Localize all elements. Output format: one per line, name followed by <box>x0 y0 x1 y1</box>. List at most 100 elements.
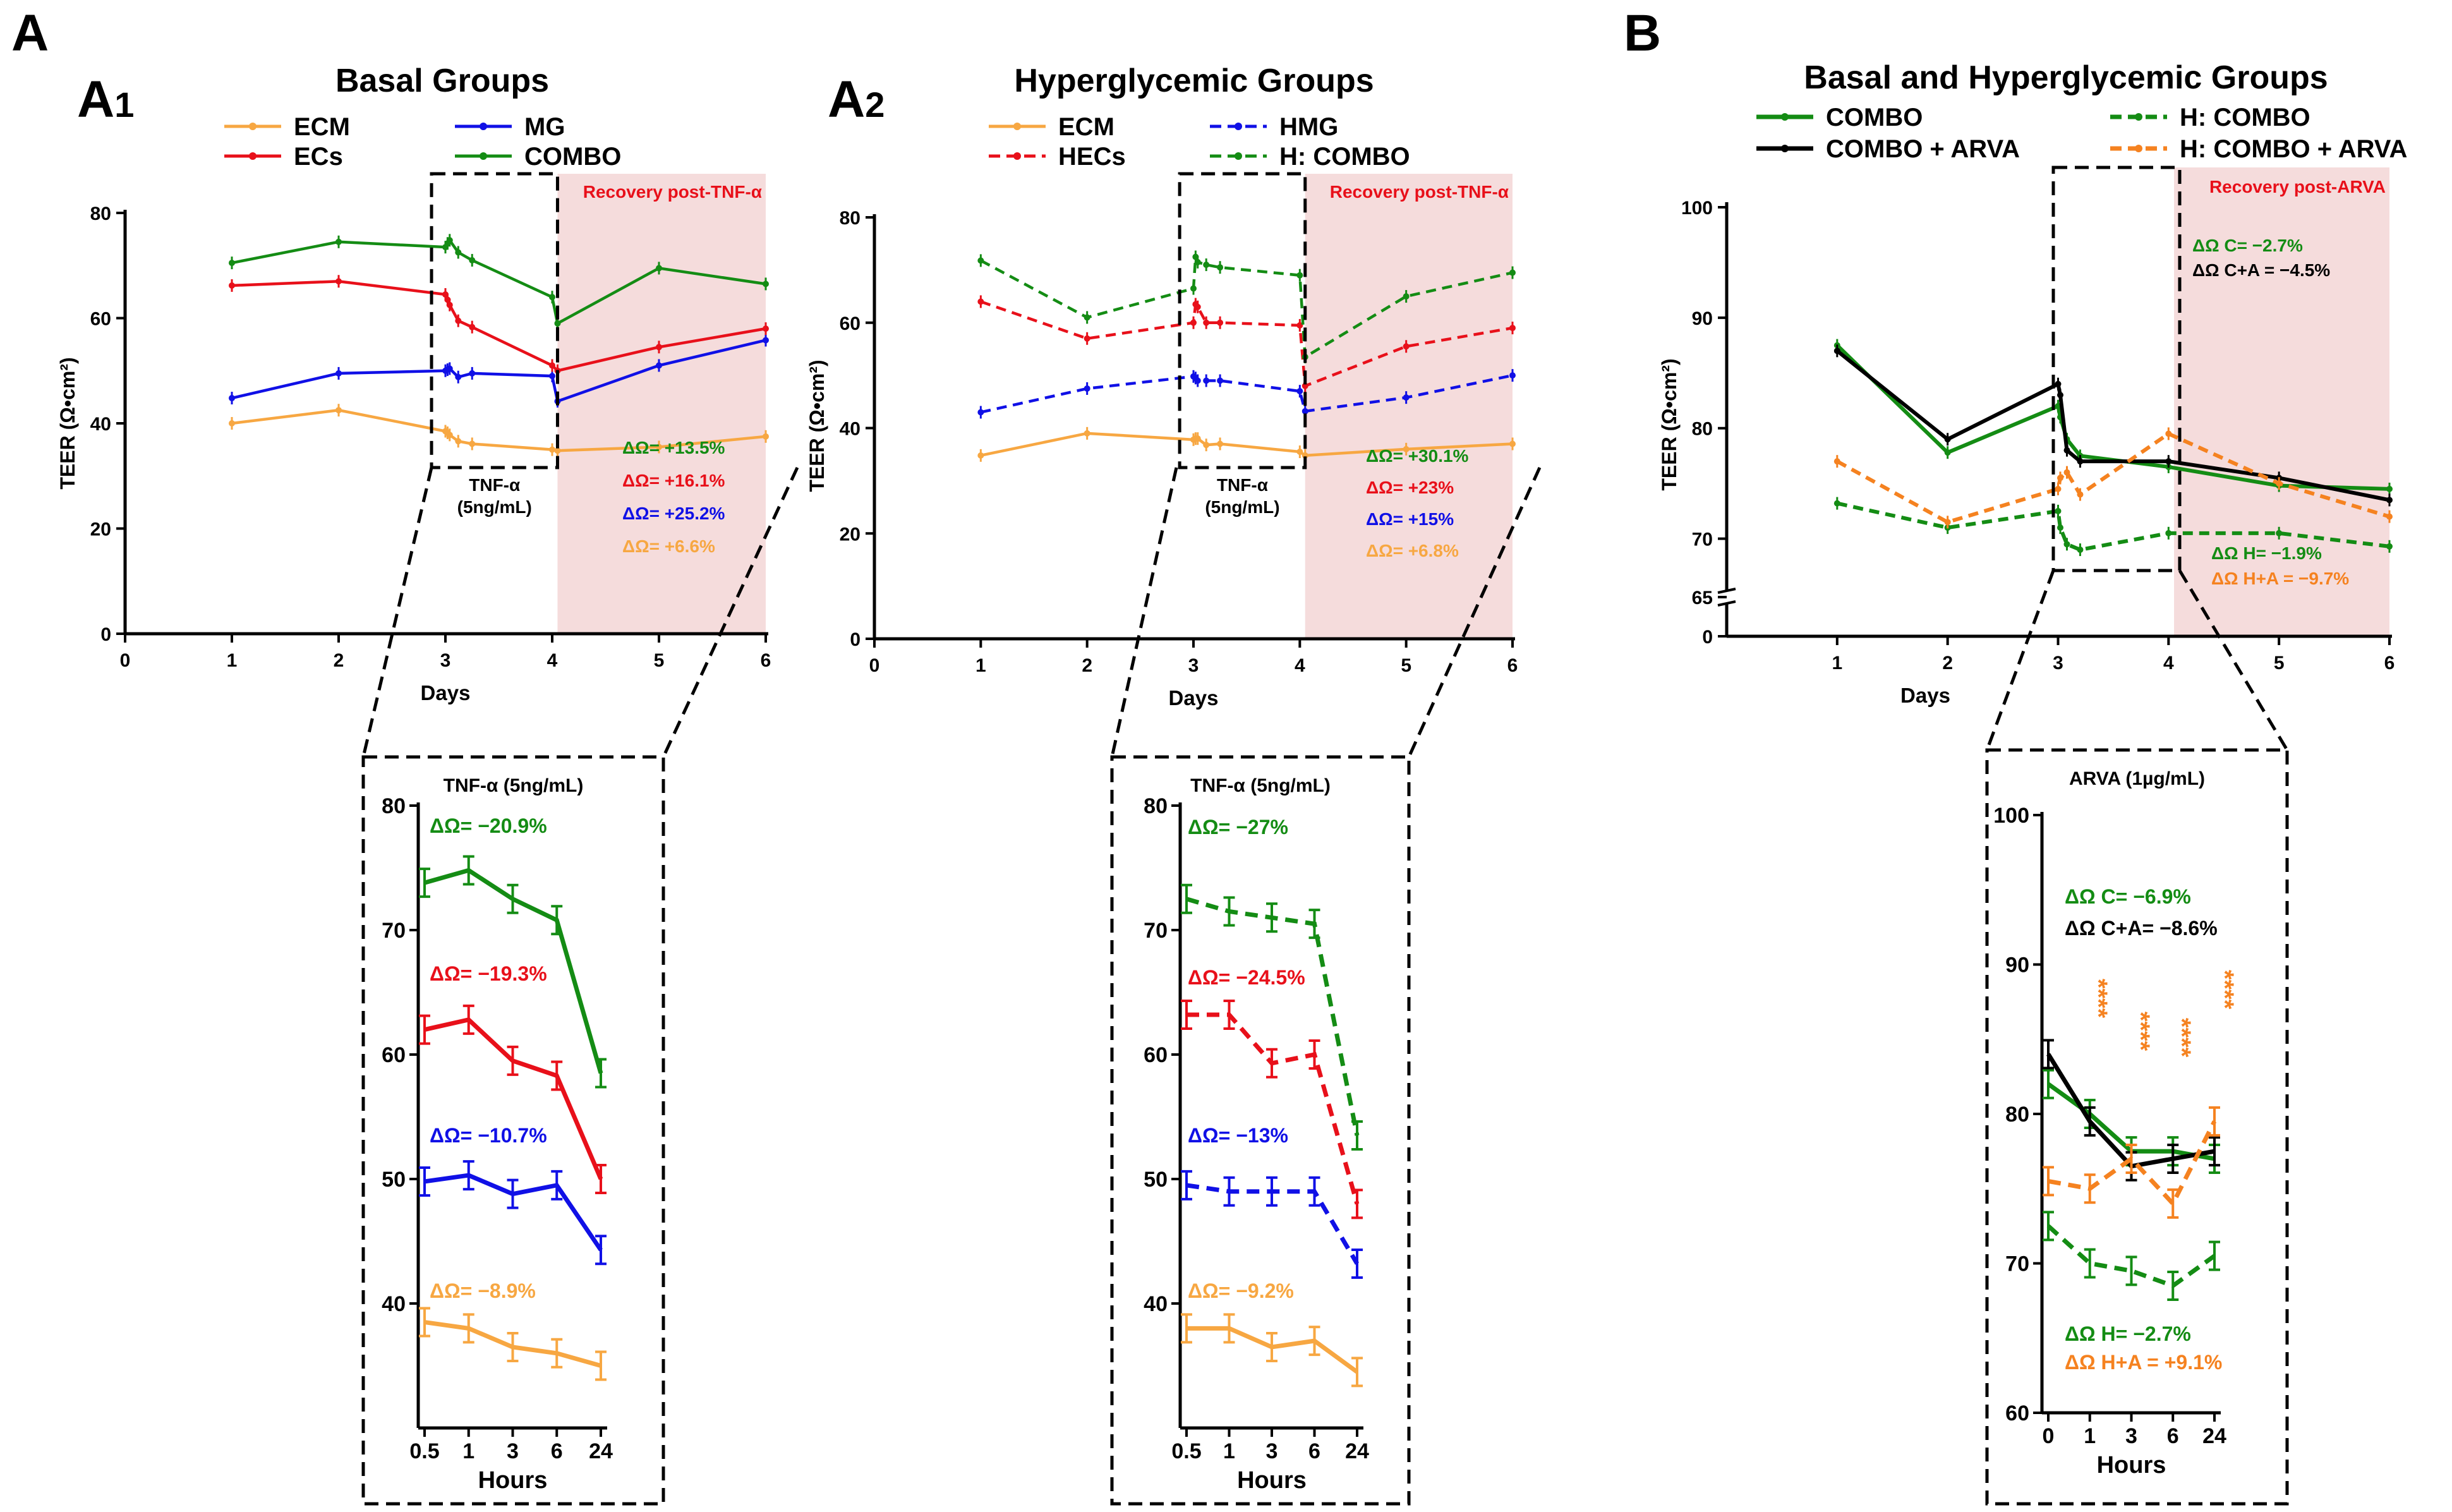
x-tick-label: 3 <box>1188 655 1199 676</box>
data-point <box>2276 529 2283 536</box>
data-point <box>549 362 555 369</box>
panel-letter-b: B <box>1624 4 1661 62</box>
data-point <box>1296 388 1303 395</box>
y-tick-label: 70 <box>1144 919 1168 943</box>
data-point <box>2063 469 2070 476</box>
series-line-hecs <box>1187 1012 1360 1205</box>
chart-b-inset: ARVA (1µg/mL) 0 1 3 6 24 60 70 80 90 100 Hours ΔΩ C=… <box>1985 569 2289 1506</box>
data-point <box>1944 449 1951 456</box>
data-point <box>455 373 462 380</box>
x-tick-label: 4 <box>547 650 558 671</box>
series-line-hecs <box>980 300 1513 388</box>
x-tick-label: 0 <box>869 655 880 676</box>
data-point <box>2063 541 2070 548</box>
delta-annotation: ΔΩ= −20.9% <box>430 814 547 837</box>
data-point <box>1203 377 1210 384</box>
y-tick-label: 60 <box>1144 1043 1168 1067</box>
x-axis-label: Hours <box>1237 1467 1307 1494</box>
inset-frame <box>1985 748 2289 1506</box>
data-point <box>1084 314 1090 321</box>
data-point <box>977 257 984 264</box>
panel-letter-a1: A1 <box>77 71 134 128</box>
data-point <box>2276 480 2283 487</box>
data-point <box>1217 264 1224 271</box>
x-tick-label: 5 <box>654 650 665 671</box>
y-tick-label: 50 <box>382 1168 406 1192</box>
x-tick-label: 1 <box>227 650 238 671</box>
y-tick-label: 60 <box>382 1043 406 1067</box>
delta-annotation: ΔΩ= +30.1% <box>1366 446 1469 466</box>
data-point <box>2386 543 2393 550</box>
legend-marker <box>1013 152 1021 160</box>
x-tick-label: 2 <box>334 650 344 671</box>
data-point <box>1296 449 1303 456</box>
legend-label: HECs <box>1058 143 1126 171</box>
data-point <box>469 370 476 377</box>
data-point <box>1217 440 1224 447</box>
data-point <box>1296 272 1303 279</box>
data-point <box>1509 325 1516 332</box>
data-point <box>446 237 453 244</box>
y-tick-label: 80 <box>840 208 861 229</box>
x-tick-label: 5 <box>2274 653 2285 674</box>
data-point <box>446 365 453 372</box>
x-axis-label: Days <box>1900 684 1950 707</box>
x-tick-label: 4 <box>1295 655 1305 676</box>
legend-label: H: COMBO + ARVA <box>2180 135 2407 163</box>
delta-annotation: ΔΩ= +25.2% <box>622 504 725 523</box>
data-point <box>549 446 555 453</box>
axis-break <box>1717 600 1736 607</box>
y-tick-label: 40 <box>90 414 111 435</box>
recovery-shade <box>1305 174 1513 639</box>
data-point <box>1944 436 1951 443</box>
y-tick-label: 65 <box>1692 588 1713 608</box>
zoom-box <box>1178 172 1307 469</box>
data-point <box>455 249 462 256</box>
x-tick-label: 1 <box>975 655 986 676</box>
zoom-box-label: TNF-α <box>1217 475 1268 495</box>
y-tick-label: 20 <box>90 519 111 540</box>
delta-annotation: ΔΩ= +6.8% <box>1366 541 1459 560</box>
data-point <box>1194 377 1201 384</box>
chart-title: Hyperglycemic Groups <box>1014 63 1374 99</box>
data-point <box>1194 435 1201 442</box>
data-point <box>1203 319 1210 326</box>
x-tick-label: 3 <box>2125 1424 2137 1448</box>
data-point <box>763 433 769 440</box>
data-point <box>977 409 984 416</box>
legend-marker <box>1235 123 1242 130</box>
inset-title: ARVA (1µg/mL) <box>2069 768 2205 789</box>
data-point <box>2386 513 2393 520</box>
x-tick-label: 6 <box>1308 1439 1320 1463</box>
zoom-box <box>2051 166 2182 572</box>
y-tick-label: 80 <box>2005 1103 2029 1127</box>
zoom-connector <box>1407 466 1542 758</box>
data-point <box>1190 319 1197 326</box>
x-tick-label: 4 <box>2163 653 2174 674</box>
data-point <box>446 432 453 438</box>
legend-marker <box>1235 152 1242 160</box>
chart-b: Recovery post-ARVA Basal and Hyperglycemi… <box>1658 59 2407 707</box>
y-tick-label: 40 <box>382 1292 406 1316</box>
x-tick-label: 24 <box>589 1439 613 1463</box>
y-tick-label: 80 <box>90 203 111 224</box>
delta-annotation: ΔΩ H= −1.9% <box>2211 543 2322 563</box>
inset-title: TNF-α (5ng/mL) <box>444 775 584 796</box>
x-axis-label: Days <box>1169 686 1219 710</box>
y-axis-label: TEER (Ω•cm²) <box>806 360 828 492</box>
x-tick-label: 6 <box>761 650 771 671</box>
legend-label: COMBO <box>524 143 621 171</box>
x-tick-label: 5 <box>1401 655 1411 676</box>
inset-frame <box>361 755 665 1506</box>
legend-marker <box>2135 145 2142 152</box>
y-tick-label: 0 <box>1702 627 1713 648</box>
data-point <box>1833 500 1840 507</box>
y-tick-label: 80 <box>1144 794 1168 818</box>
chart-title: Basal and Hyperglycemic Groups <box>1804 59 2328 96</box>
zoom-box <box>430 172 559 469</box>
legend-marker <box>2135 113 2142 121</box>
delta-annotation: ΔΩ= −8.9% <box>430 1279 536 1302</box>
